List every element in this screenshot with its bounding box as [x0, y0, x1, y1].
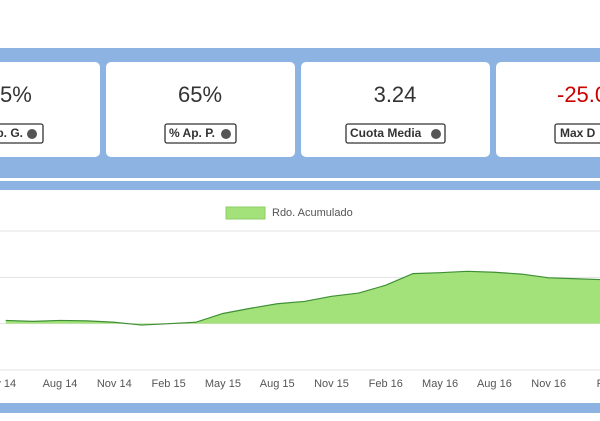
info-icon: [221, 129, 231, 139]
legend-label: Rdo. Acumulado: [272, 207, 353, 219]
card-label: Max D: [560, 126, 596, 140]
x-tick-label: Nov 15: [314, 378, 349, 390]
label-box: [0, 123, 44, 144]
card: [0, 62, 100, 157]
x-tick-label: Feb 15: [151, 378, 185, 390]
x-tick-label: May 15: [205, 378, 241, 390]
info-icon: [431, 129, 441, 139]
label-box: [164, 123, 237, 144]
band-strip: [0, 181, 600, 190]
card-value: 65%: [178, 82, 222, 107]
x-tick-label: May 16: [422, 378, 458, 390]
x-tick-label: Fe: [597, 378, 600, 390]
legend-swatch: [225, 206, 266, 220]
label-box: [554, 123, 600, 144]
area-line: [5, 270, 600, 326]
card-label: Cuota Media: [350, 126, 422, 140]
card-value: 5%: [0, 82, 32, 107]
x-tick-label: Nov 16: [531, 378, 566, 390]
x-tick-label: Aug 14: [43, 378, 78, 390]
card-value: -25.0: [557, 82, 600, 107]
card-label: p. G.: [0, 126, 23, 140]
card-value: 3.24: [374, 82, 417, 107]
x-tick-label: Feb 16: [369, 378, 403, 390]
x-tick-label: Aug 16: [477, 378, 512, 390]
x-tick-label: y 14: [0, 378, 16, 390]
card-label: % Ap. P.: [169, 126, 215, 140]
label-box: [345, 123, 446, 144]
area: [5, 271, 600, 326]
info-icon: [27, 129, 37, 139]
x-tick-label: Aug 15: [260, 378, 295, 390]
card: [106, 62, 295, 157]
x-tick-label: Nov 14: [97, 378, 132, 390]
card: [301, 62, 490, 157]
band-strip: [0, 403, 600, 413]
card: [496, 62, 600, 157]
